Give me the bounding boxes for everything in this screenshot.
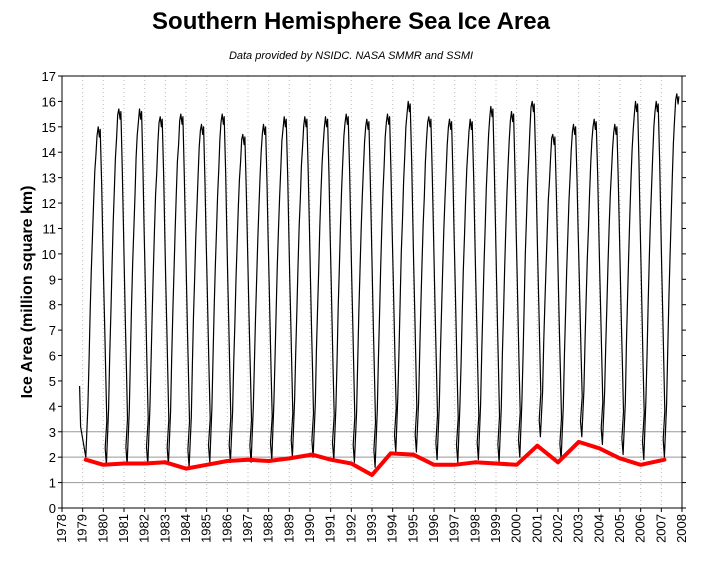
y-tick-label: 11 bbox=[43, 221, 57, 236]
x-tick-label: 2006 bbox=[633, 514, 648, 543]
y-tick-label: 13 bbox=[42, 171, 56, 186]
x-tick-label: 1994 bbox=[385, 514, 400, 543]
grid-lines bbox=[82, 76, 662, 508]
x-tick-label: 1999 bbox=[488, 514, 503, 543]
x-tick-label: 2005 bbox=[612, 514, 627, 543]
x-tick-label: 1985 bbox=[199, 514, 214, 543]
y-tick-label: 7 bbox=[49, 323, 56, 338]
y-tick-label: 4 bbox=[49, 399, 56, 414]
x-tick-label: 1983 bbox=[157, 514, 172, 543]
x-tick-label: 1998 bbox=[467, 514, 482, 543]
x-tick-label: 1982 bbox=[137, 514, 152, 543]
x-tick-label: 1987 bbox=[240, 514, 255, 543]
x-tick-label: 1997 bbox=[447, 514, 462, 543]
y-tick-label: 9 bbox=[49, 272, 56, 287]
y-tick-label: 15 bbox=[42, 120, 56, 135]
y-tick-label: 1 bbox=[49, 476, 56, 491]
x-tick-label: 1981 bbox=[116, 514, 131, 543]
x-tick-label: 2003 bbox=[571, 514, 586, 543]
x-tick-label: 2007 bbox=[653, 514, 668, 543]
y-tick-label: 0 bbox=[49, 501, 56, 516]
axis-ticks: 1978 1979 1980 1981 1982 1983 1984 1985 1986 1987… bbox=[42, 69, 689, 543]
x-tick-label: 1988 bbox=[261, 514, 276, 543]
y-tick-label: 6 bbox=[49, 349, 56, 364]
annual-minimum-line bbox=[83, 439, 667, 477]
x-tick-label: 1978 bbox=[54, 514, 69, 543]
x-tick-label: 1990 bbox=[302, 514, 317, 543]
x-tick-label: 1993 bbox=[364, 514, 379, 543]
x-tick-label: 1995 bbox=[405, 514, 420, 543]
x-tick-label: 2001 bbox=[529, 514, 544, 543]
series-layer bbox=[79, 93, 680, 477]
x-tick-label: 1992 bbox=[343, 514, 358, 543]
y-tick-label: 16 bbox=[42, 94, 56, 109]
x-tick-label: 2008 bbox=[674, 514, 689, 543]
chart-title: Southern Hemisphere Sea Ice Area bbox=[152, 8, 550, 35]
reference-lines bbox=[62, 431, 682, 484]
y-tick-label: 14 bbox=[42, 145, 56, 160]
y-tick-label: 17 bbox=[42, 69, 56, 84]
y-tick-label: 10 bbox=[42, 247, 56, 262]
x-tick-label: 1984 bbox=[178, 514, 193, 543]
y-tick-label: 8 bbox=[49, 298, 56, 313]
x-tick-label: 2000 bbox=[509, 514, 524, 543]
x-tick-label: 2002 bbox=[550, 514, 565, 543]
y-tick-label: 5 bbox=[49, 374, 56, 389]
x-tick-label: 1996 bbox=[426, 514, 441, 543]
y-tick-label: 2 bbox=[49, 450, 56, 465]
x-tick-label: 1980 bbox=[95, 514, 110, 543]
x-tick-label: 1986 bbox=[219, 514, 234, 543]
x-tick-label: 1989 bbox=[281, 514, 296, 543]
x-tick-label: 1991 bbox=[323, 514, 338, 543]
seasonal-ice-area-line bbox=[79, 93, 680, 468]
x-tick-label: 2004 bbox=[591, 514, 606, 543]
chart-subtitle: Data provided by NSIDC. NASA SMMR and SS… bbox=[228, 50, 474, 62]
y-tick-label: 3 bbox=[49, 425, 56, 440]
x-tick-label: 1979 bbox=[75, 514, 90, 543]
y-tick-label: 12 bbox=[42, 196, 56, 211]
